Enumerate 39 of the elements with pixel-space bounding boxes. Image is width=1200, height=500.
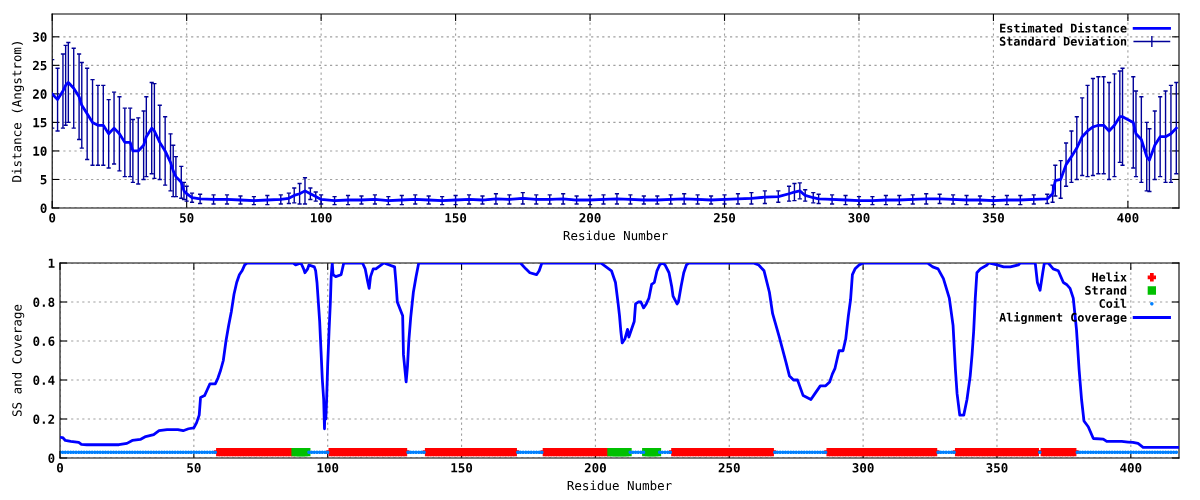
- y-tick-label: 0.2: [33, 414, 55, 424]
- legend-label: Helix: [1092, 271, 1127, 282]
- x-tick-label: 200: [584, 463, 606, 473]
- x-tick-label: 400: [1120, 463, 1142, 473]
- y-tick-label: 10: [33, 146, 47, 156]
- x-axis-title: Residue Number: [567, 480, 672, 491]
- x-tick-label: 400: [1117, 213, 1139, 223]
- y-tick-label: 1: [48, 258, 55, 268]
- y-tick-label: 20: [32, 89, 47, 99]
- x-tick-label: 350: [986, 463, 1008, 473]
- x-tick-label: 200: [579, 213, 601, 223]
- x-tick-label: 150: [445, 213, 467, 223]
- y-tick-label: 0.4: [33, 375, 55, 385]
- y-tick-label: 0.8: [33, 297, 55, 307]
- y-tick-label: 25: [32, 60, 47, 71]
- y-tick-label: 30: [33, 32, 47, 42]
- x-tick-label: 100: [310, 213, 332, 223]
- y-tick-label: 0.6: [33, 336, 55, 346]
- y-tick-label: 5: [40, 175, 47, 185]
- legend-label: Strand: [1085, 285, 1127, 295]
- x-tick-label: 300: [848, 213, 870, 223]
- y-tick-label: 15: [33, 118, 47, 128]
- legend-label: Coil: [1099, 298, 1127, 308]
- y-tick-label: 0: [40, 203, 47, 213]
- x-tick-label: 300: [852, 463, 874, 473]
- x-tick-label: 150: [451, 463, 473, 473]
- y-axis-title: Distance (Angstrom): [11, 42, 24, 182]
- x-tick-label: 250: [713, 213, 736, 223]
- x-tick-label: 50: [187, 463, 201, 473]
- x-tick-label: 100: [317, 463, 339, 473]
- legend-label: Standard Deviation: [999, 36, 1127, 46]
- y-tick-label: 0: [48, 453, 55, 463]
- y-axis-title: SS and Coverage: [12, 304, 25, 417]
- x-tick-label: 50: [180, 213, 194, 223]
- x-tick-label: 250: [718, 463, 740, 473]
- x-tick-label: 0: [56, 463, 64, 473]
- x-tick-label: 350: [982, 213, 1004, 223]
- legend-label: Estimated Distance: [1000, 22, 1127, 33]
- x-axis-title: Residue Number: [563, 230, 668, 241]
